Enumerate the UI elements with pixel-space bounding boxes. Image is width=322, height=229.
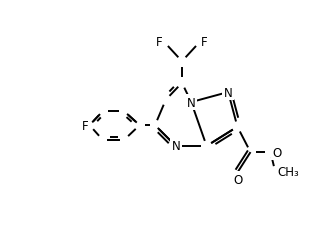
Text: O: O (272, 146, 281, 159)
Text: CH₃: CH₃ (278, 165, 299, 178)
Text: F: F (156, 36, 163, 49)
Text: N: N (224, 86, 232, 99)
Text: N: N (171, 140, 180, 153)
Text: F: F (201, 36, 208, 49)
Text: O: O (233, 173, 243, 186)
Text: N: N (187, 96, 195, 109)
Text: F: F (81, 119, 88, 132)
